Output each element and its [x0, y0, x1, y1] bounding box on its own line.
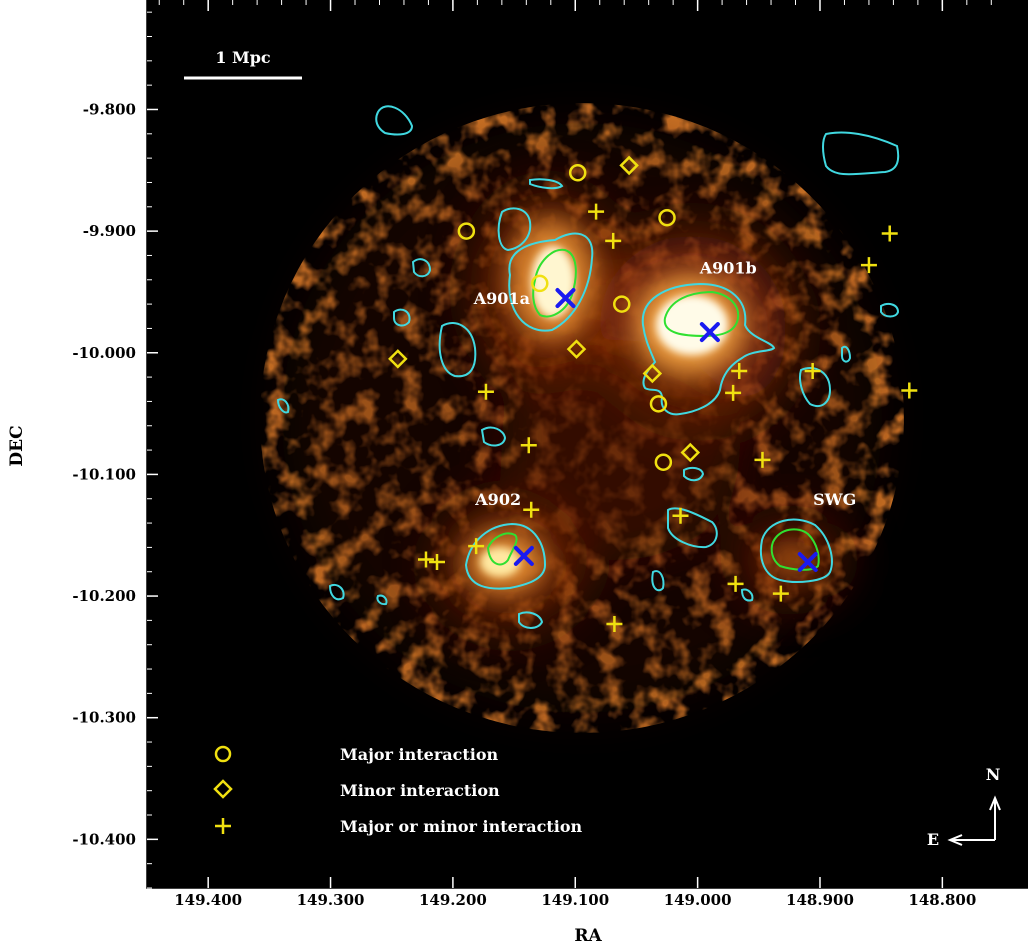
scale-bar-label: 1 Mpc: [215, 48, 271, 67]
y-tick-label: -9.800: [83, 100, 136, 118]
x-tick-label: 149.100: [541, 891, 609, 909]
x-tick-label: 149.200: [419, 891, 487, 909]
legend-label-either: Major or minor interaction: [340, 817, 582, 836]
y-tick-label: -10.000: [72, 344, 136, 362]
y-axis-title: DEC: [7, 425, 27, 466]
emission-map: [260, 103, 904, 733]
y-tick-label: -10.100: [72, 465, 136, 483]
x-tick-label: 149.000: [664, 891, 732, 909]
legend-label-minor: Minor interaction: [340, 781, 500, 800]
cluster-label: SWG: [813, 490, 856, 509]
y-tick-label: -10.200: [72, 587, 136, 605]
x-tick-label: 149.400: [174, 891, 242, 909]
compass-east: E: [927, 830, 939, 849]
y-tick-label: -10.300: [72, 709, 136, 727]
y-tick-label: -10.400: [72, 830, 136, 848]
legend-label-major: Major interaction: [340, 745, 499, 764]
compass-north: N: [986, 765, 1001, 784]
x-tick-label: 148.800: [908, 891, 976, 909]
x-tick-label: 148.900: [786, 891, 854, 909]
x-axis-title: RA: [574, 926, 602, 946]
cluster-label: A901a: [473, 289, 530, 308]
x-tick-label: 149.300: [297, 891, 365, 909]
y-tick-label: -9.900: [83, 222, 136, 240]
cluster-label: A902: [474, 490, 521, 509]
cluster-label: A901b: [699, 259, 757, 278]
